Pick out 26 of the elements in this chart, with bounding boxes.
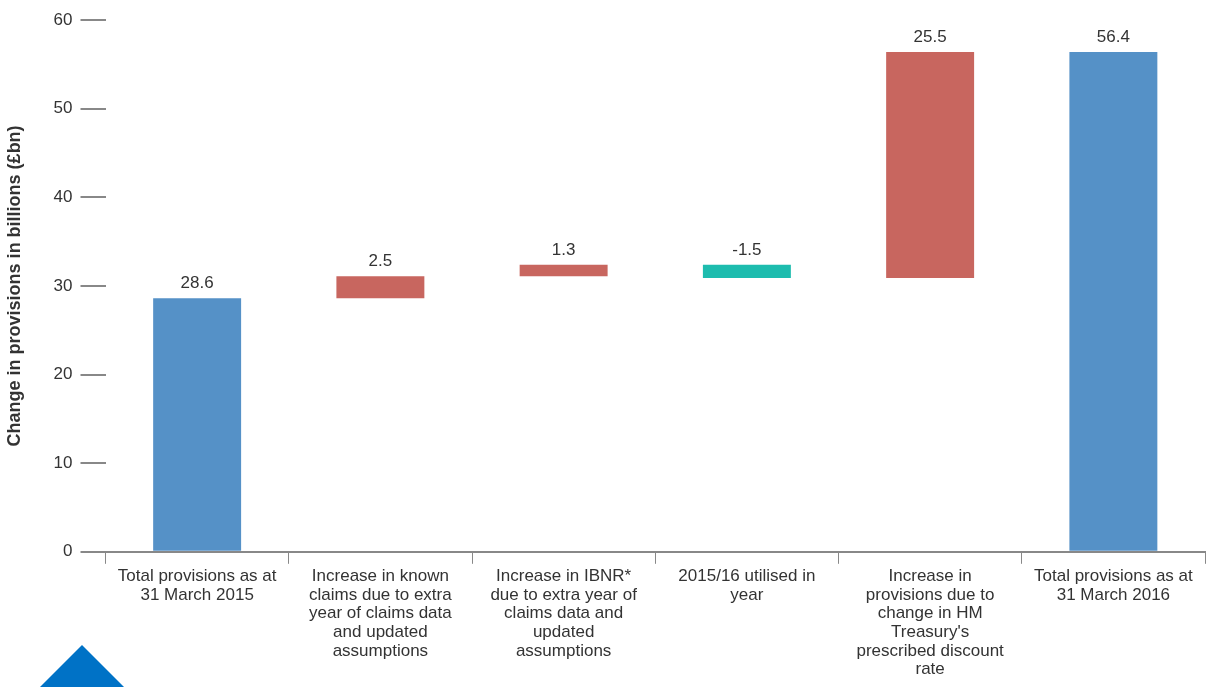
data-label: 25.5 — [913, 27, 947, 47]
x-tick-label: Total provisions as at 31 March 2016 — [1034, 565, 1194, 604]
data-label: 56.4 — [1096, 27, 1130, 47]
y-tick-label: 20 — [53, 364, 73, 384]
y-tick-label: 0 — [63, 541, 73, 561]
bar — [886, 51, 975, 278]
y-tick-label: 50 — [53, 98, 73, 118]
data-label: -1.5 — [732, 239, 762, 259]
x-tick-label: Increase in known claims due to extra year of claims data and updated assumptions — [309, 565, 453, 660]
data-label: 28.6 — [180, 273, 214, 293]
y-tick-label: 30 — [53, 275, 73, 295]
x-tick-label: Total provisions as at 31 March 2015 — [117, 565, 277, 604]
y-tick-label: 60 — [53, 9, 73, 29]
bar — [702, 264, 791, 278]
bar — [1069, 51, 1158, 551]
y-axis-title: Change in provisions in billions (£bn) — [3, 125, 24, 447]
x-tick-label: Increase in provisions due to change in HM Treasury's prescribed discount rate — [856, 565, 1005, 679]
data-label: 1.3 — [551, 239, 576, 259]
bar — [336, 276, 425, 299]
x-tick-label: 2015/16 utilised in year — [678, 565, 816, 604]
bar — [153, 298, 242, 551]
y-tick-label: 40 — [53, 186, 73, 206]
x-tick-label: Increase in IBNR* due to extra year of claims data and updated assumptions — [490, 565, 638, 660]
data-label: 2.5 — [368, 251, 393, 271]
bar — [519, 264, 608, 277]
y-tick-label: 10 — [53, 452, 73, 472]
